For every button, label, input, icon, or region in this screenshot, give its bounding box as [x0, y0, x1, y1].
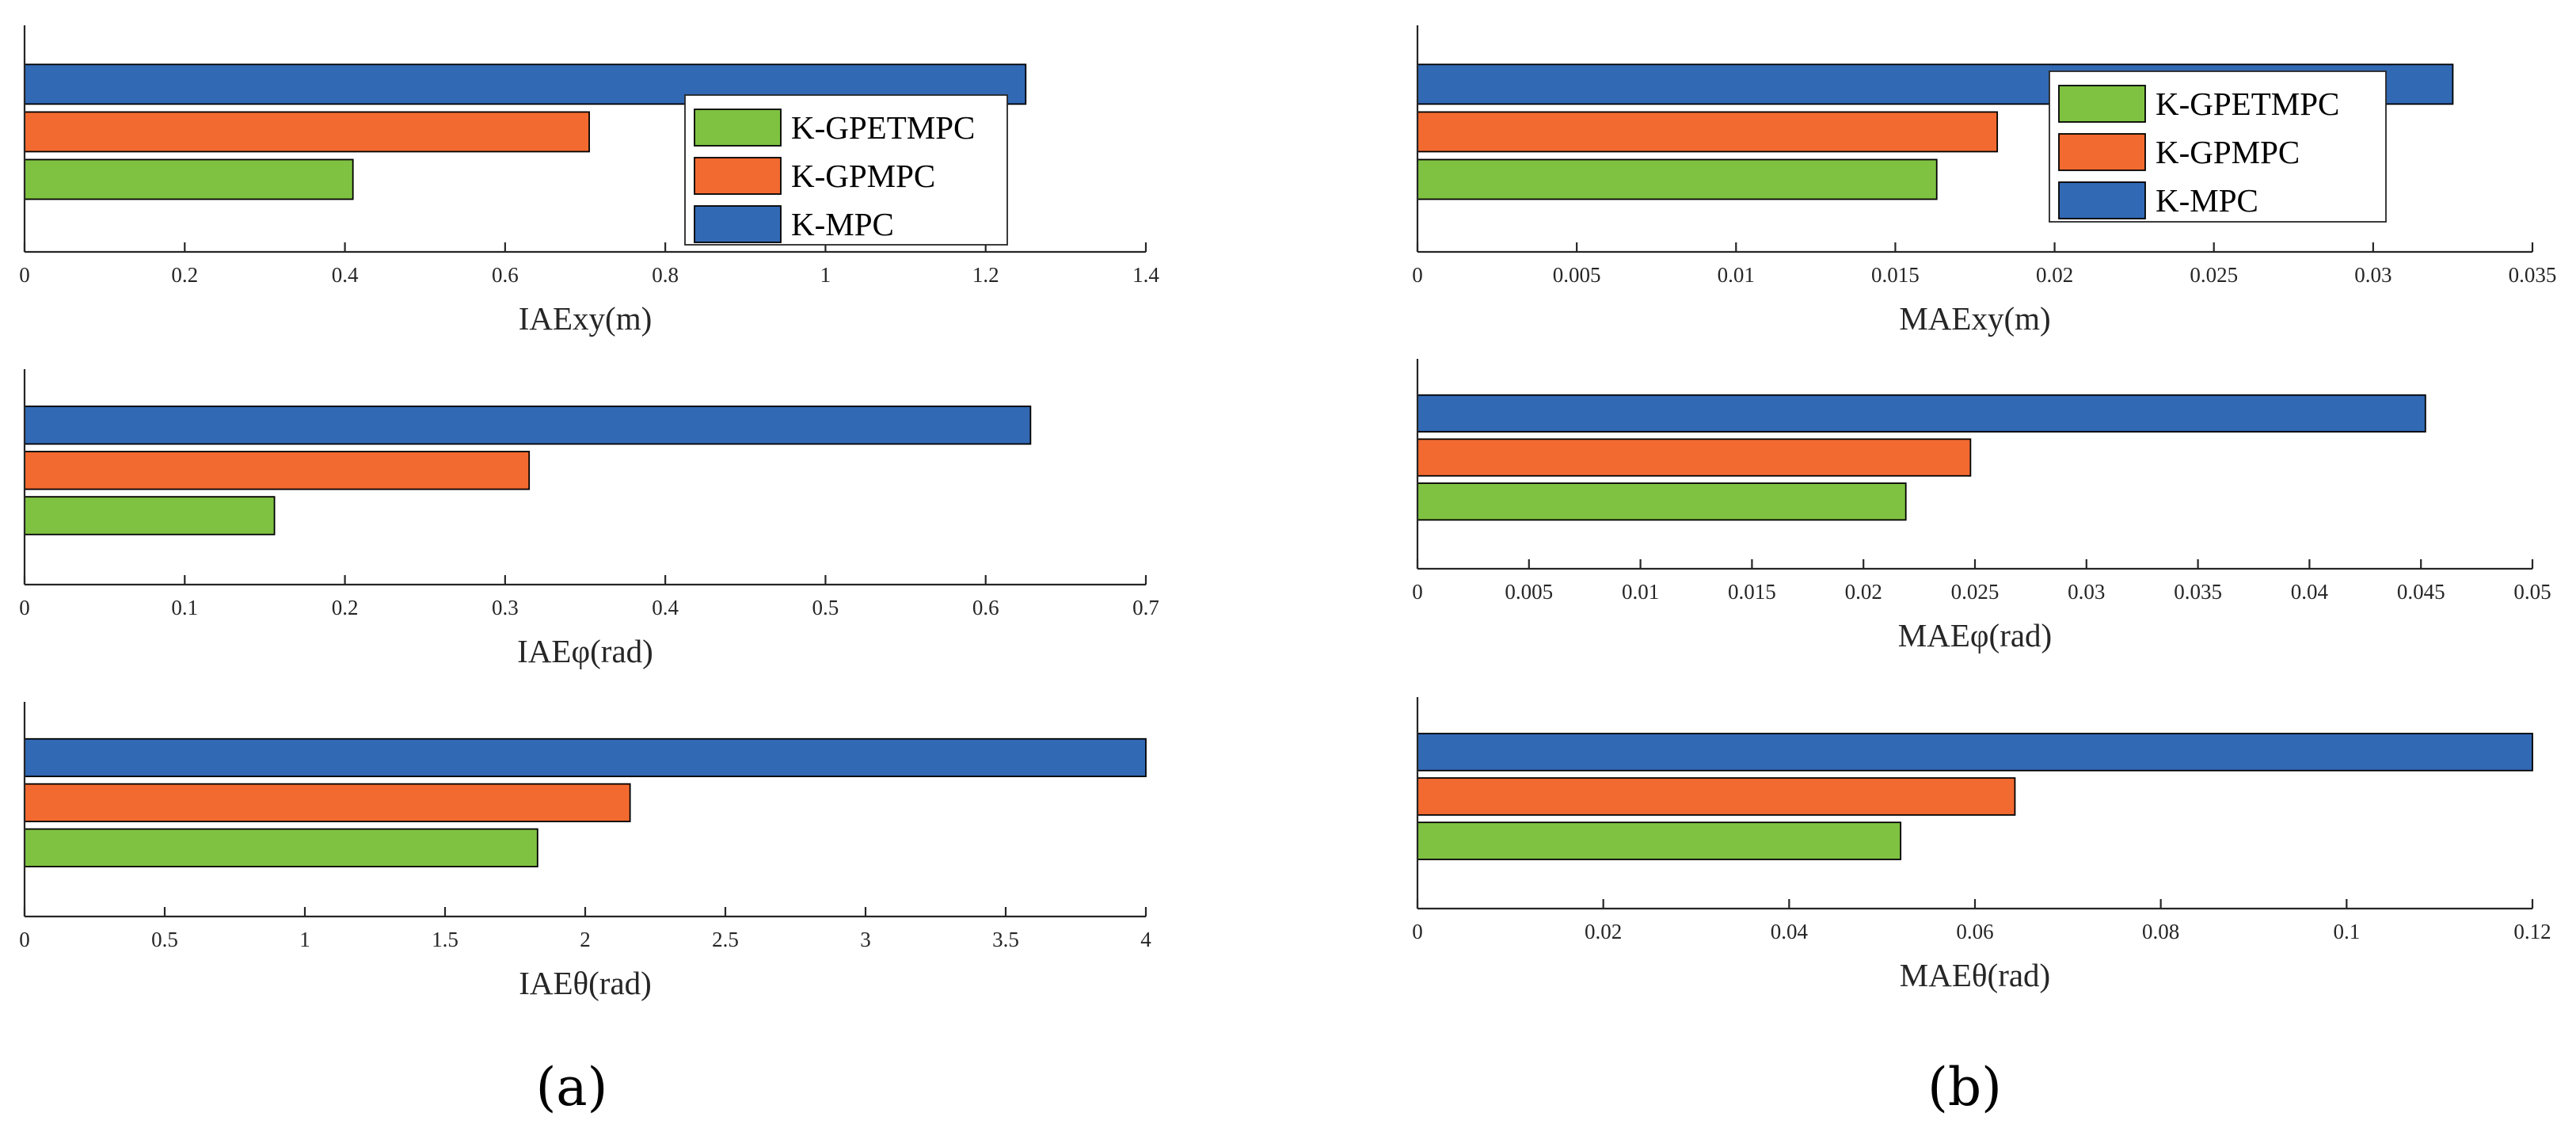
- x-tick-label: 0.08: [2142, 920, 2179, 943]
- chart-1: 0 0.2 0.4 0.6 0.8 1 1.2 1.4IAExy(m)K-GPETMPCK-G…: [19, 25, 1159, 337]
- legend-swatch-k-gpmpc: [2058, 133, 2146, 171]
- x-tick-label: 1.5: [432, 928, 459, 951]
- x-tick-label: 0.5: [151, 928, 178, 951]
- x-tick-label: 0.7: [1132, 596, 1159, 619]
- legend: K-GPETMPC K-GPMPC K-MPC: [2049, 70, 2387, 223]
- bar-k-mpc: [1417, 733, 2533, 772]
- x-tick-label: 0.035: [2174, 580, 2222, 604]
- bar-k-gpetmpc: [1417, 482, 1907, 521]
- x-tick-label: 3.5: [992, 928, 1019, 951]
- bar-k-gpetmpc: [24, 496, 276, 535]
- legend-swatch-k-gpetmpc: [2058, 85, 2146, 123]
- charts-group: 0 0.2 0.4 0.6 0.8 1 1.2 1.4IAExy(m)K-GPETMPCK-G…: [19, 25, 2556, 1001]
- x-tick-label: 0.2: [171, 263, 198, 287]
- legend: K-GPETMPC K-GPMPC K-MPC: [684, 94, 1008, 246]
- x-axis-title: IAExy(m): [519, 300, 653, 337]
- chart-3: 0 0.5 1 1.5 2 2.5 3 3.5 4 IAEθ(rad): [19, 702, 1151, 1001]
- x-tick-label: 4: [1140, 928, 1151, 951]
- x-tick-label: 1.2: [972, 263, 999, 287]
- legend-swatch-k-gpetmpc: [694, 109, 782, 147]
- x-tick-label: 0.8: [652, 263, 679, 287]
- bar-k-gpetmpc: [1417, 158, 1938, 200]
- x-tick-label: 0: [1412, 920, 1423, 943]
- x-tick-label: 0.04: [1771, 920, 1809, 943]
- chart-4: 0 0.005 0.01 0.015 0.02 0.025 0.03 0.035 MAExy(m…: [1412, 25, 2556, 337]
- chart-6: 0 0.02 0.04 0.06 0.08 0.1 0.12 MAEθ(rad): [1412, 697, 2551, 993]
- bar-k-gpmpc: [24, 451, 531, 490]
- x-tick-label: 0.6: [492, 263, 519, 287]
- x-tick-label: 0.5: [812, 596, 839, 619]
- x-tick-label: 0.3: [492, 596, 519, 619]
- x-axis-title: IAEφ(rad): [517, 633, 653, 669]
- x-axis-title: IAEθ(rad): [519, 965, 652, 1001]
- bar-k-gpetmpc: [24, 158, 354, 200]
- bar-k-gpmpc: [24, 783, 631, 822]
- x-tick-label: 0.025: [1951, 580, 2000, 604]
- panel-label-b: (b): [1927, 1057, 2002, 1118]
- x-tick-label: 0.01: [1718, 263, 1755, 287]
- legend-label-k-gpetmpc: K-GPETMPC: [791, 109, 975, 146]
- x-tick-label: 0.1: [171, 596, 198, 619]
- x-tick-label: 2: [580, 928, 591, 951]
- x-tick-label: 0.1: [2333, 920, 2360, 943]
- legend-swatch-k-mpc: [2058, 181, 2146, 219]
- x-tick-label: 0: [19, 928, 30, 951]
- x-tick-label: 3: [860, 928, 871, 951]
- chart-2: 0 0.1 0.2 0.3 0.4 0.5 0.6 0.7 IAEφ(rad): [19, 369, 1159, 669]
- x-tick-label: 0: [1412, 580, 1423, 604]
- x-tick-label: 0.04: [2291, 580, 2329, 604]
- x-tick-label: 0.005: [1553, 263, 1601, 287]
- legend-label-k-gpmpc: K-GPMPC: [791, 158, 935, 194]
- legend-label-k-gpmpc: K-GPMPC: [2156, 134, 2300, 170]
- bar-k-mpc: [24, 737, 1147, 778]
- x-tick-label: 0: [19, 596, 30, 619]
- chart-5: 0 0.005 0.01 0.015 0.02 0.025 0.03 0.035 0.04 0.0…: [1412, 359, 2551, 654]
- x-axis-title: MAEθ(rad): [1900, 957, 2050, 993]
- x-axis-title: MAEφ(rad): [1898, 617, 2052, 654]
- x-tick-label: 0: [19, 263, 30, 287]
- bar-k-gpetmpc: [1417, 821, 1902, 860]
- x-tick-label: 0.045: [2397, 580, 2445, 604]
- x-tick-label: 0.02: [1845, 580, 1882, 604]
- x-tick-label: 0.06: [1956, 920, 1993, 943]
- x-tick-label: 0.4: [652, 596, 679, 619]
- x-tick-label: 0.02: [2036, 263, 2073, 287]
- bar-k-gpetmpc: [24, 828, 538, 867]
- x-tick-label: 0.03: [2354, 263, 2391, 287]
- x-tick-label: 0.01: [1622, 580, 1659, 604]
- x-tick-label: 0.015: [1728, 580, 1776, 604]
- x-tick-label: 1.4: [1132, 263, 1159, 287]
- bar-k-mpc: [1417, 394, 2426, 433]
- panel-label-a: (a): [536, 1057, 608, 1118]
- x-tick-label: 0.12: [2513, 920, 2551, 943]
- x-tick-label: 0.015: [1871, 263, 1920, 287]
- bar-k-gpmpc: [1417, 777, 2016, 816]
- x-axis-title: MAExy(m): [1899, 300, 2050, 337]
- x-tick-label: 1: [299, 928, 310, 951]
- legend-swatch-k-mpc: [694, 205, 782, 243]
- x-tick-label: 0.025: [2190, 263, 2238, 287]
- x-tick-label: 0.2: [332, 596, 359, 619]
- x-tick-label: 0.02: [1585, 920, 1622, 943]
- x-tick-label: 0.03: [2068, 580, 2105, 604]
- x-tick-label: 0.05: [2513, 580, 2551, 604]
- x-tick-label: 0.035: [2509, 263, 2557, 287]
- x-tick-label: 1: [820, 263, 831, 287]
- bar-k-gpmpc: [24, 111, 590, 153]
- bar-k-gpmpc: [1417, 438, 1972, 477]
- x-tick-label: 0.6: [972, 596, 999, 619]
- x-tick-label: 0.4: [332, 263, 359, 287]
- bar-k-gpmpc: [1417, 111, 1999, 153]
- x-tick-label: 0: [1412, 263, 1423, 287]
- legend-label-k-gpetmpc: K-GPETMPC: [2156, 86, 2339, 122]
- legend-swatch-k-gpmpc: [694, 157, 782, 195]
- x-tick-label: 2.5: [712, 928, 739, 951]
- legend-label-k-mpc: K-MPC: [791, 206, 894, 242]
- x-tick-label: 0.005: [1505, 580, 1553, 604]
- legend-label-k-mpc: K-MPC: [2156, 182, 2258, 219]
- bar-k-mpc: [24, 406, 1032, 445]
